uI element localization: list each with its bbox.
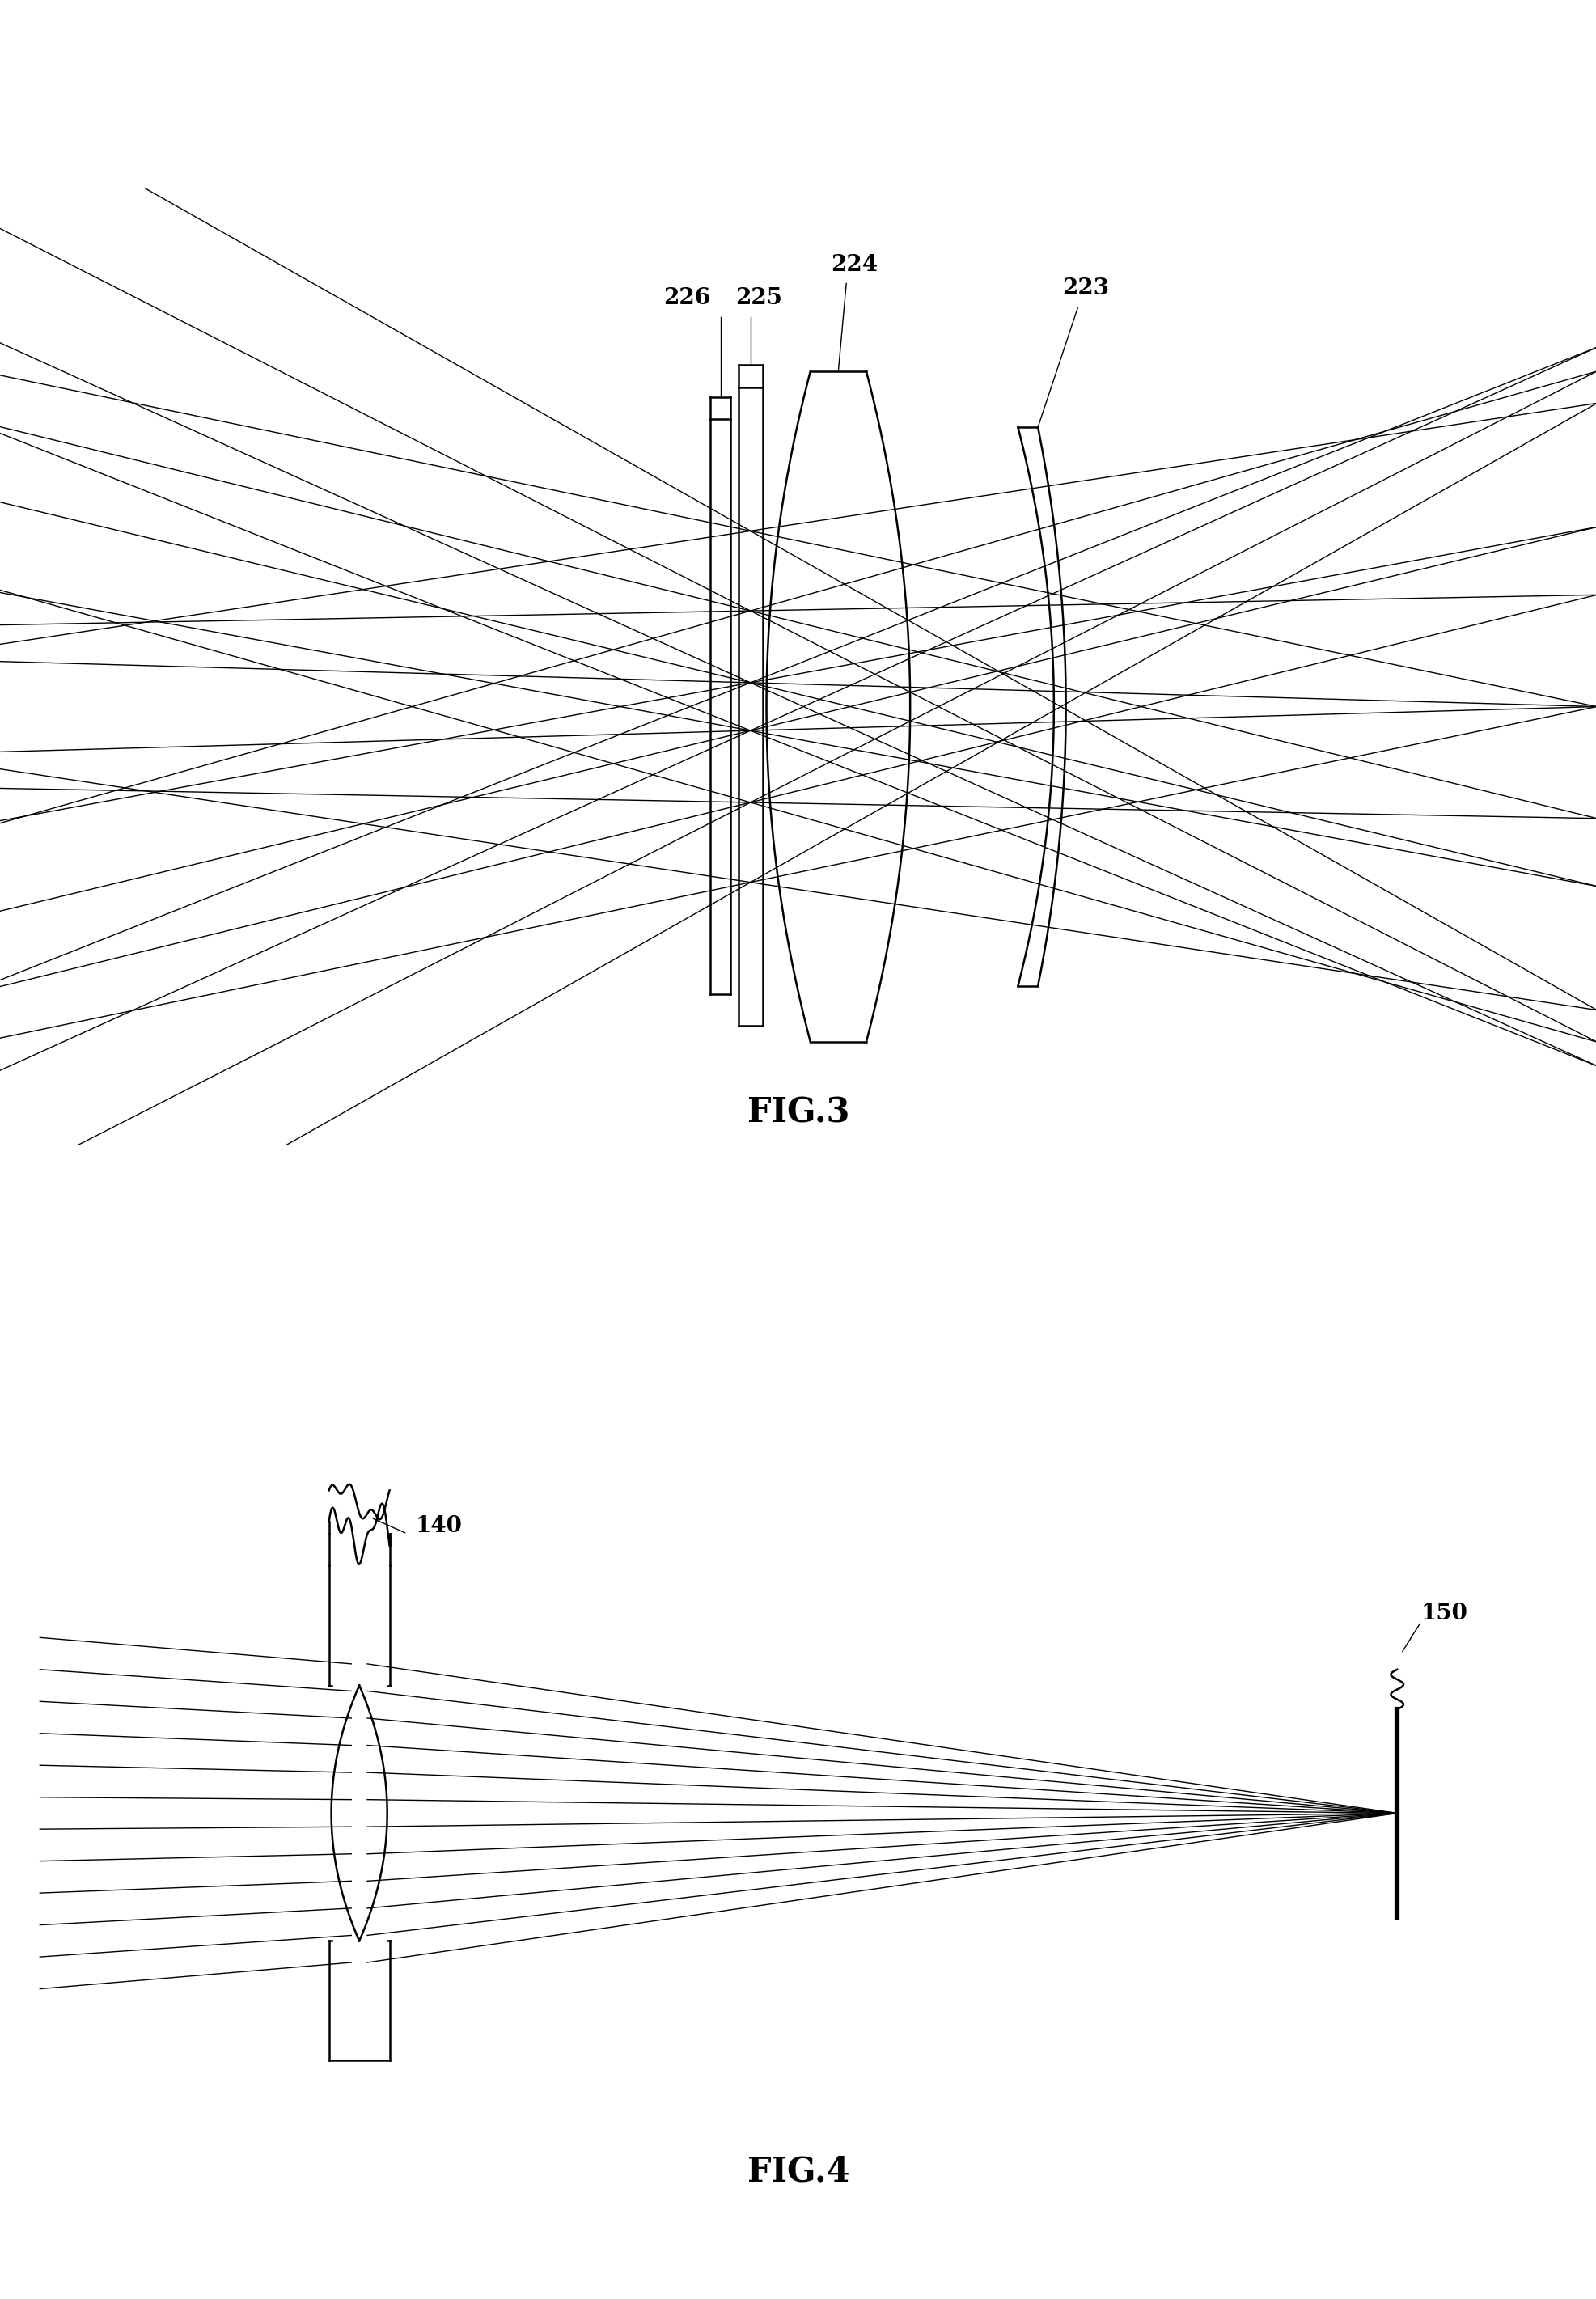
Text: 150: 150 (1420, 1602, 1467, 1625)
Text: 226: 226 (662, 287, 710, 308)
Text: 224: 224 (830, 253, 878, 276)
Text: FIG.3: FIG.3 (747, 1097, 849, 1129)
Text: 140: 140 (415, 1515, 461, 1536)
Text: FIG.4: FIG.4 (747, 2154, 849, 2189)
Text: 223: 223 (1061, 278, 1109, 299)
Text: 225: 225 (734, 287, 782, 308)
